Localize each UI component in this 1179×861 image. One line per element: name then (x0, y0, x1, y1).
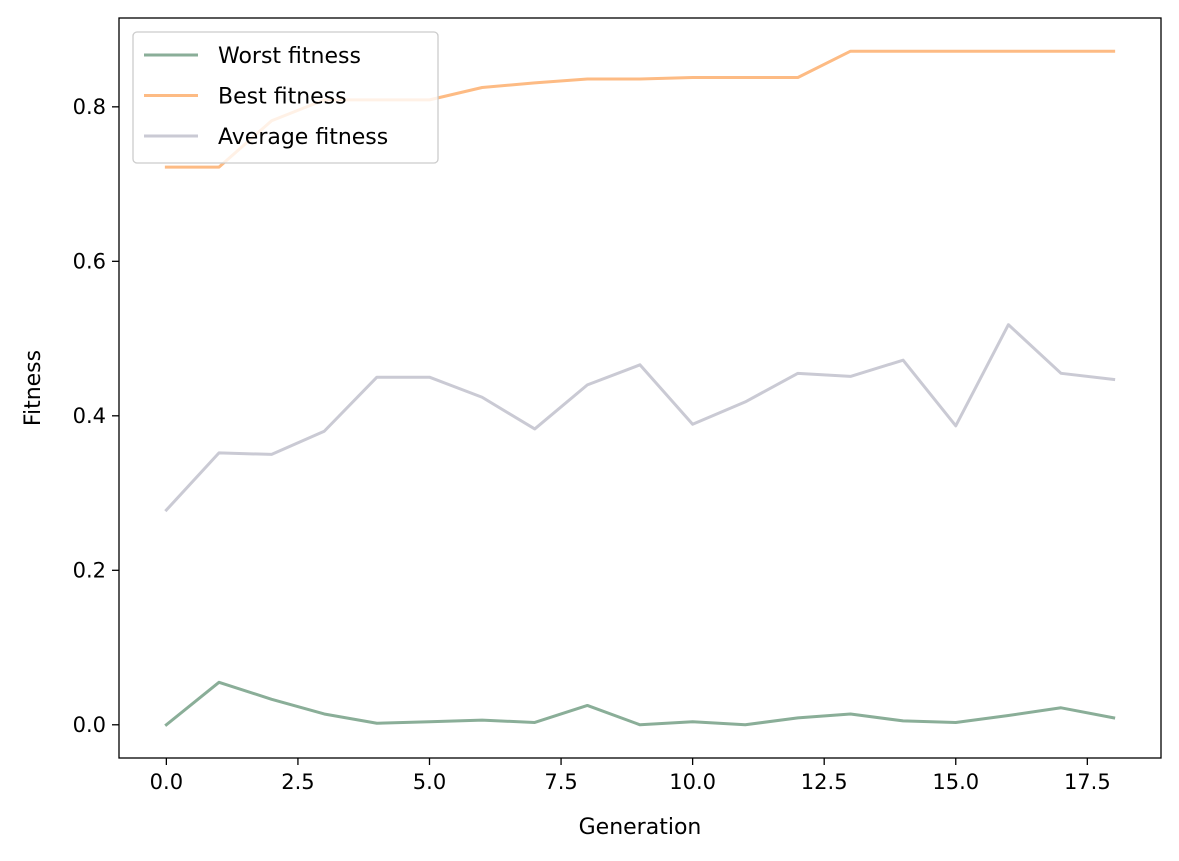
y-tick-label: 0.0 (73, 713, 106, 737)
y-tick-label: 0.2 (73, 558, 106, 582)
y-tick-label: 0.4 (73, 404, 106, 428)
series-line-worst-fitness (164, 680, 1116, 727)
y-axis-label: Fitness (21, 350, 46, 426)
x-tick-label: 2.5 (281, 770, 314, 794)
x-tick-label: 5.0 (413, 770, 446, 794)
x-tick-label: 7.5 (544, 770, 577, 794)
series-line-average-fitness (164, 323, 1116, 513)
legend: Worst fitness Best fitness Average fitness (132, 31, 439, 164)
plot-frame (118, 17, 1162, 759)
legend-label: Best fitness (218, 85, 347, 110)
legend-label: Average fitness (218, 125, 388, 150)
x-axis: 0.0 2.5 5.0 7.5 10.0 12.5 15.0 17.5 (150, 758, 1111, 794)
x-axis-label: Generation (579, 815, 702, 840)
x-tick-label: 17.5 (1064, 770, 1111, 794)
x-tick-label: 0.0 (150, 770, 183, 794)
y-tick-label: 0.8 (73, 95, 106, 119)
x-tick-label: 15.0 (932, 770, 979, 794)
y-axis: 0.0 0.2 0.4 0.6 0.8 (73, 95, 119, 737)
y-tick-label: 0.6 (73, 249, 106, 273)
x-tick-label: 12.5 (801, 770, 848, 794)
legend-label: Worst fitness (218, 44, 361, 69)
legend-box (132, 31, 439, 164)
x-tick-label: 10.0 (669, 770, 716, 794)
